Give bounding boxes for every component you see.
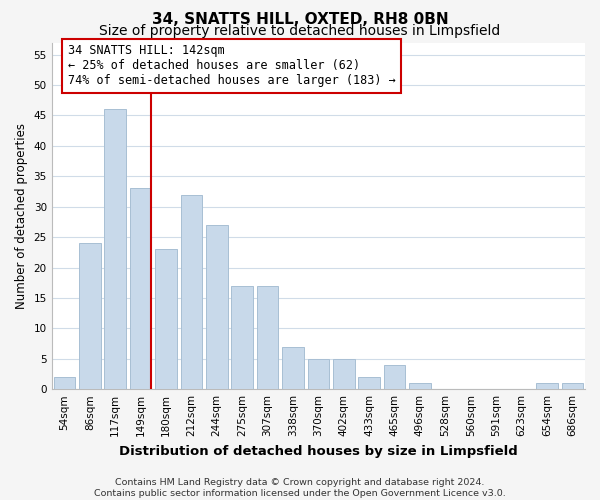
Text: 34 SNATTS HILL: 142sqm
← 25% of detached houses are smaller (62)
74% of semi-det: 34 SNATTS HILL: 142sqm ← 25% of detached…: [68, 44, 395, 87]
Text: 34, SNATTS HILL, OXTED, RH8 0BN: 34, SNATTS HILL, OXTED, RH8 0BN: [152, 12, 448, 28]
Bar: [232, 286, 253, 389]
Bar: [53, 377, 75, 389]
Y-axis label: Number of detached properties: Number of detached properties: [15, 123, 28, 309]
Bar: [333, 359, 355, 389]
Bar: [409, 383, 431, 389]
Bar: [257, 286, 278, 389]
Bar: [206, 225, 227, 389]
Bar: [358, 377, 380, 389]
Bar: [155, 250, 177, 389]
Bar: [181, 194, 202, 389]
Bar: [282, 346, 304, 389]
Bar: [562, 383, 583, 389]
Text: Contains HM Land Registry data © Crown copyright and database right 2024.
Contai: Contains HM Land Registry data © Crown c…: [94, 478, 506, 498]
Bar: [308, 359, 329, 389]
Bar: [384, 365, 406, 389]
X-axis label: Distribution of detached houses by size in Limpsfield: Distribution of detached houses by size …: [119, 444, 518, 458]
Bar: [79, 243, 101, 389]
Bar: [104, 110, 126, 389]
Bar: [536, 383, 557, 389]
Text: Size of property relative to detached houses in Limpsfield: Size of property relative to detached ho…: [100, 24, 500, 38]
Bar: [130, 188, 151, 389]
